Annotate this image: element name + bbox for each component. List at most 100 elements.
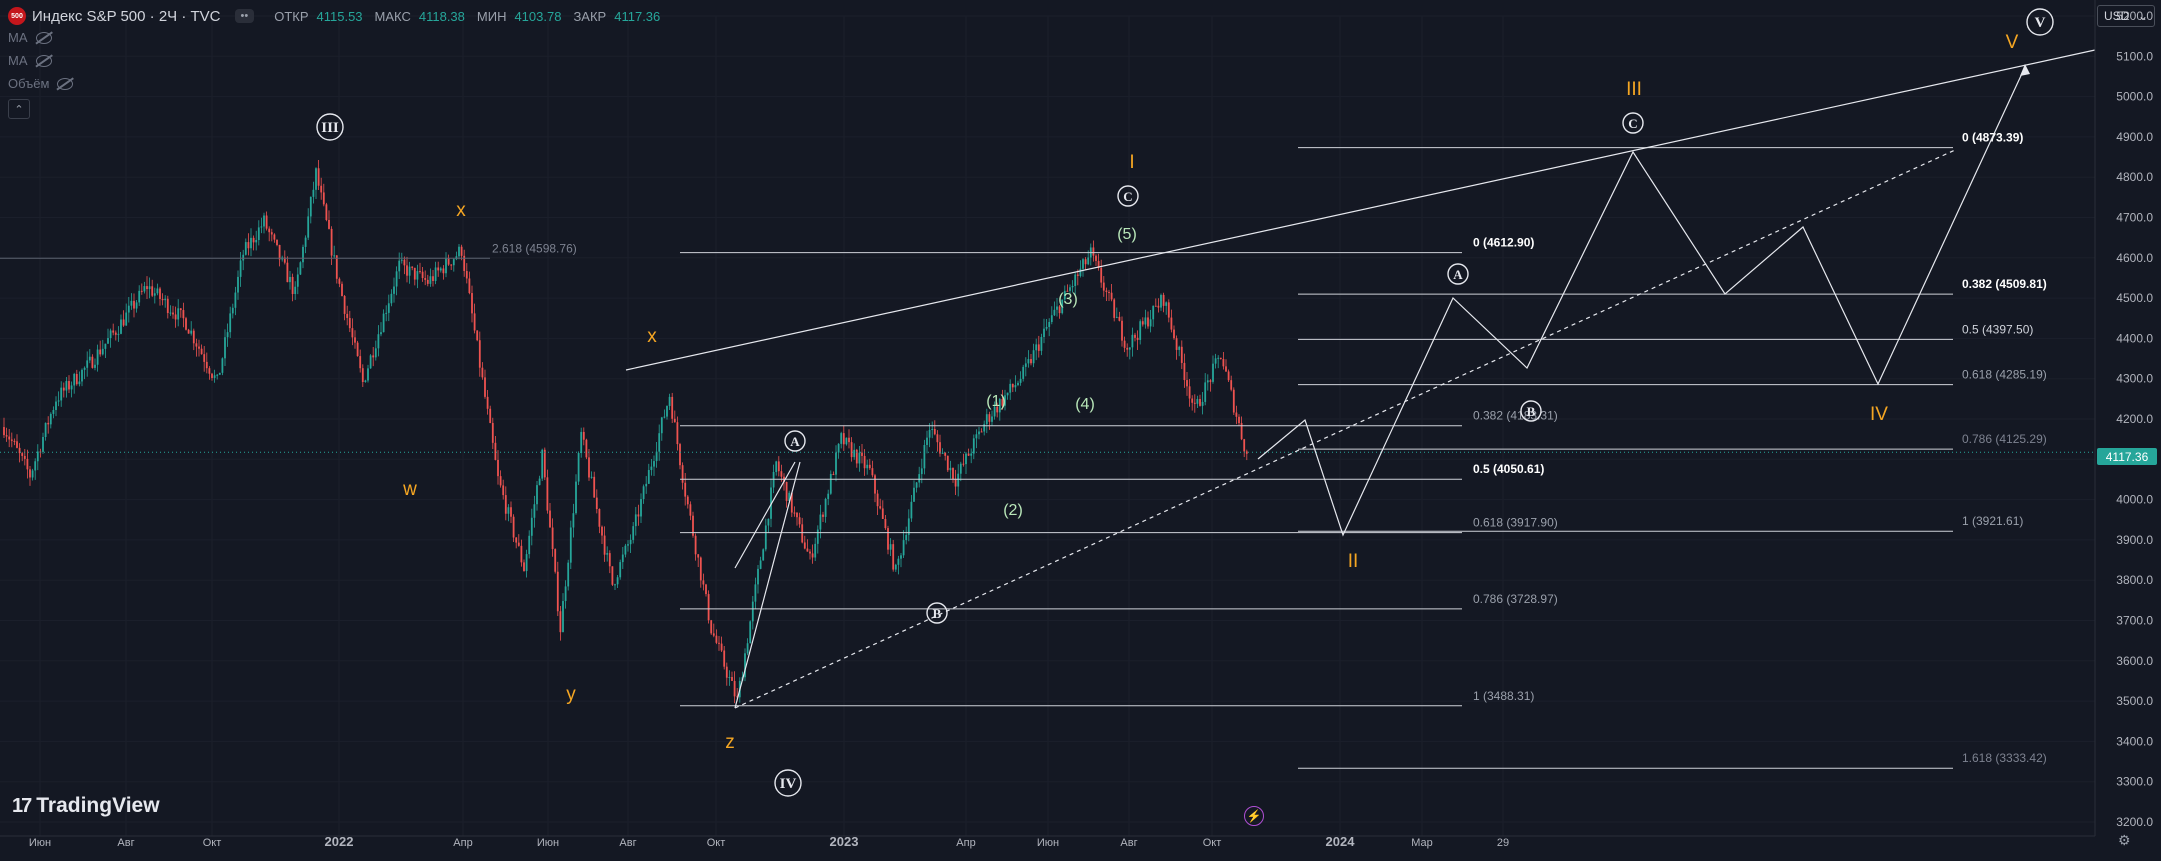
tradingview-logo[interactable]: 17 TradingView xyxy=(12,794,160,818)
candle-body xyxy=(517,542,520,546)
candle-body xyxy=(125,312,128,326)
candle-body xyxy=(1173,329,1175,339)
indicator-label: Объём xyxy=(8,76,50,91)
candle-body xyxy=(946,455,949,471)
candle-body xyxy=(996,406,999,413)
candle-body xyxy=(1082,259,1084,269)
wave-circle xyxy=(926,602,948,624)
candle-body xyxy=(174,314,177,320)
candle-body xyxy=(603,535,606,555)
high-label: МАКС xyxy=(374,8,411,24)
candle-body xyxy=(1053,309,1056,316)
candle-body xyxy=(117,333,120,335)
candle-body xyxy=(892,544,895,570)
candle-body xyxy=(486,396,489,409)
eye-hidden-icon[interactable] xyxy=(35,31,52,44)
candle-body xyxy=(242,254,245,261)
candle-body xyxy=(1063,290,1066,300)
fib-label: 2.618 (4598.76) xyxy=(492,241,577,255)
candle-body xyxy=(1040,337,1043,351)
eye-hidden-icon[interactable] xyxy=(35,54,52,67)
candle-body xyxy=(848,437,850,443)
candle-body xyxy=(809,551,811,554)
candle-body xyxy=(556,571,559,612)
candle-body xyxy=(1206,380,1209,383)
eye-hidden-icon[interactable] xyxy=(57,77,74,90)
candle-body xyxy=(1160,294,1162,308)
candle-body xyxy=(426,279,429,284)
candle-body xyxy=(1154,305,1157,307)
candle-body xyxy=(73,373,76,386)
candle-body xyxy=(1232,389,1235,413)
candle-body xyxy=(1141,321,1144,325)
candle-body xyxy=(798,517,801,525)
wave-label: (2) xyxy=(1003,502,1023,519)
gear-icon[interactable]: ⚙ xyxy=(2118,832,2131,848)
candle-body xyxy=(543,449,546,478)
wave-label: (1) xyxy=(986,393,1006,410)
candle-body xyxy=(549,510,551,528)
candle-body xyxy=(70,385,73,390)
collapse-legend-button[interactable]: ⌃ xyxy=(8,99,30,119)
lightning-icon[interactable]: ⚡ xyxy=(1244,806,1264,826)
candle-body xyxy=(972,438,975,454)
candle-body xyxy=(473,313,476,331)
candle-body xyxy=(1128,347,1131,350)
symbol-title[interactable]: Индекс S&P 500 · 2Ч · TVC xyxy=(32,7,221,25)
candle-body xyxy=(86,360,89,368)
candle-body xyxy=(910,501,913,519)
candle-body xyxy=(1209,380,1212,382)
candle-body xyxy=(390,293,393,304)
candle-body xyxy=(988,414,991,422)
tradingview-mark-icon: 17 xyxy=(12,794,32,817)
candle-body xyxy=(1123,340,1126,348)
candle-body xyxy=(265,215,268,229)
candle-body xyxy=(140,290,143,292)
candle-body xyxy=(1113,299,1116,318)
candle-body xyxy=(198,346,200,349)
candle-body xyxy=(770,487,772,519)
candle-body xyxy=(697,554,700,558)
candle-body xyxy=(1032,350,1035,364)
candle-body xyxy=(203,354,206,362)
candle-body xyxy=(871,468,874,476)
candle-body xyxy=(689,504,692,516)
indicator-ma-1[interactable]: MA xyxy=(8,26,660,49)
candle-body xyxy=(484,377,486,397)
candle-body xyxy=(876,493,879,507)
candle-body xyxy=(1191,398,1194,403)
time-tick-label: Июн xyxy=(537,837,559,849)
candle-body xyxy=(616,577,619,585)
candle-body xyxy=(424,278,427,280)
candle-body xyxy=(645,483,648,487)
candle-body xyxy=(302,246,304,263)
candle-body xyxy=(205,361,208,369)
candle-body xyxy=(16,441,18,448)
candle-body xyxy=(21,453,24,456)
candle-body xyxy=(130,300,133,306)
candle-body xyxy=(1006,392,1009,396)
candle-body xyxy=(939,442,941,454)
candle-body xyxy=(1235,412,1238,417)
visibility-toggle[interactable]: •• xyxy=(234,9,255,23)
candle-body xyxy=(952,467,954,479)
candle-body xyxy=(369,355,372,369)
candle-body xyxy=(143,286,146,292)
candle-body xyxy=(1105,290,1108,292)
candle-body xyxy=(343,295,346,314)
candle-body xyxy=(504,495,507,514)
candle-body xyxy=(676,422,679,445)
indicator-ma-2[interactable]: MA xyxy=(8,49,660,72)
candle-body xyxy=(754,584,757,602)
symbol-logo[interactable]: 500 xyxy=(8,7,26,25)
candle-body xyxy=(159,288,161,299)
candle-body xyxy=(1022,366,1025,379)
currency-select[interactable]: USD ⌄ xyxy=(2097,5,2155,27)
wave-circle xyxy=(316,113,344,141)
candle-body xyxy=(965,453,967,465)
indicator-volume[interactable]: Объём xyxy=(8,72,660,95)
candle-body xyxy=(75,373,78,385)
candle-body xyxy=(1126,347,1129,350)
candle-body xyxy=(507,507,510,514)
